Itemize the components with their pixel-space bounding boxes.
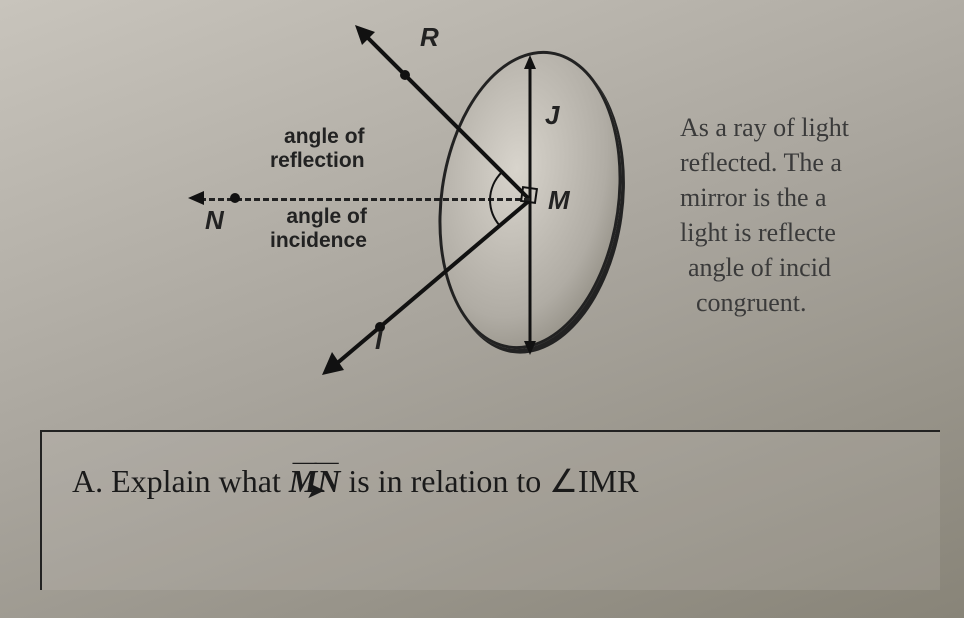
normal-dot — [230, 193, 240, 203]
side-paragraph: As a ray of light reflected. The a mirro… — [680, 110, 964, 321]
side-line: mirror is the a — [680, 180, 964, 215]
side-line: angle of incid — [680, 250, 964, 285]
label-J: J — [545, 100, 559, 131]
vector-MN: ——➤ MN — [289, 463, 341, 500]
question-suffix: is in relation to ∠IMR — [348, 463, 638, 499]
question-prefix: A. Explain what — [72, 463, 289, 499]
question-box: A. Explain what ——➤ MN is in relation to… — [40, 430, 940, 590]
label-M: M — [548, 185, 570, 216]
label-N: N — [205, 205, 224, 236]
page: R J M N I angle of reflection angle of i… — [0, 0, 964, 618]
side-line: As a ray of light — [680, 110, 964, 145]
label-R: R — [420, 22, 439, 53]
side-line: reflected. The a — [680, 145, 964, 180]
vector-arrow-icon: ——➤ — [289, 449, 341, 505]
reflection-diagram: R J M N I angle of reflection angle of i… — [150, 20, 670, 390]
label-I: I — [375, 325, 382, 356]
label-angle-reflection: angle of reflection — [270, 125, 365, 173]
label-angle-incidence: angle of incidence — [270, 205, 367, 253]
side-line: light is reflecte — [680, 215, 964, 250]
side-line: congruent. — [680, 285, 964, 320]
